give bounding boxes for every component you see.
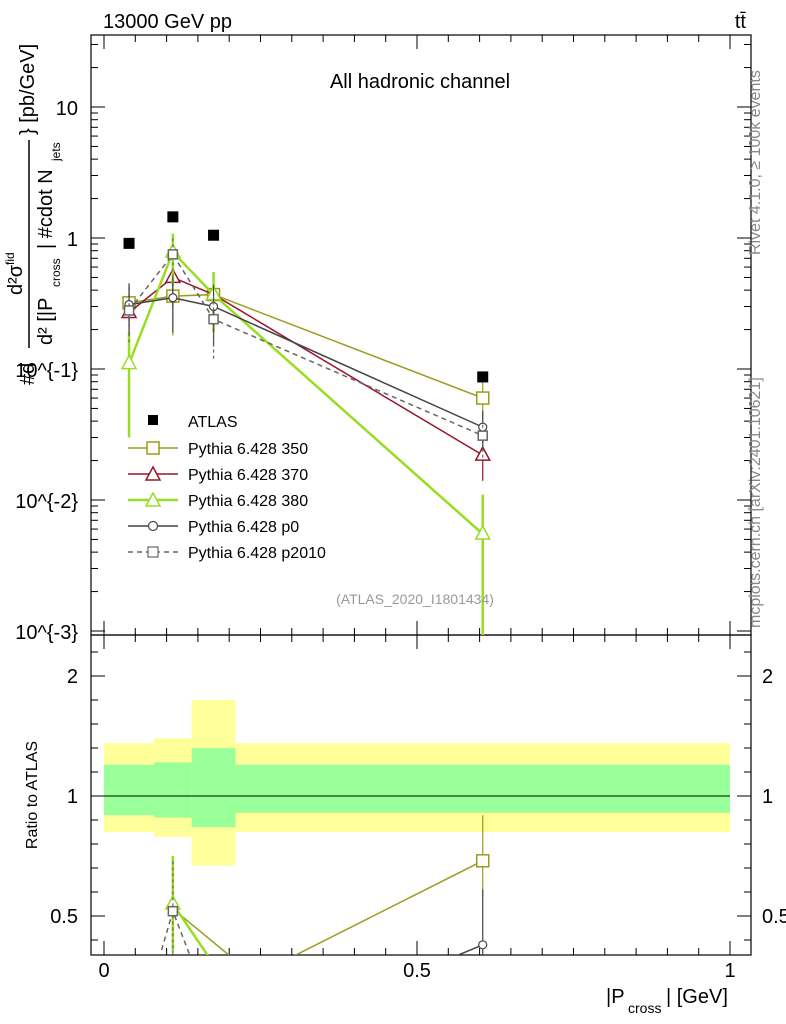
series-line-p370: [128, 276, 484, 456]
x-tick-label-0: 0: [98, 960, 109, 982]
y-tick-label-0.1: 10^{-1}: [15, 360, 78, 382]
point-p2010: [123, 305, 135, 316]
point-atlas: [477, 371, 489, 383]
legend-p2010-marker: [147, 546, 159, 558]
y-tick-label-1: 1: [67, 229, 78, 251]
ratio-line-p0: [456, 944, 484, 955]
point-p370: [474, 445, 491, 461]
ratio-y-tick-1: 1: [67, 786, 78, 808]
y-label-cross: cross: [49, 258, 63, 287]
point-p380: [474, 524, 491, 540]
legend-p0-marker: [147, 520, 159, 532]
ratio-point-p2010: [167, 905, 179, 917]
x-tick-label-0.5: 0.5: [403, 960, 431, 982]
ratio-line-p380: [171, 903, 209, 955]
legend: ATLAS Pythia 6.428 350 Pythia 6.428 370 …: [128, 414, 326, 562]
point-p2010: [167, 249, 179, 260]
legend-370: Pythia 6.428 370: [188, 467, 308, 484]
svg-text:cross: cross: [628, 1000, 661, 1016]
series-line-p380: [127, 249, 484, 535]
legend-atlas-marker: [148, 415, 158, 425]
mcplots-label: mcplots.cern.ch [arXiv:2401.10621]: [747, 377, 764, 628]
y-label-jets: jets: [49, 142, 63, 162]
point-p350: [475, 391, 490, 405]
legend-p0: Pythia 6.428 p0: [188, 519, 299, 536]
legend-350-marker: [146, 441, 160, 455]
band-inner: [191, 748, 236, 828]
series-line-p350: [128, 293, 483, 399]
rivet-label: Rivet 4.1.0, ≥ 100k events: [747, 70, 764, 255]
legend-350: Pythia 6.428 350: [188, 441, 308, 458]
series-line-p2010: [128, 253, 484, 437]
legend-370-marker: [144, 465, 162, 481]
svg-text:| [GeV]: | [GeV]: [666, 986, 728, 1008]
ratio-point-p350: [475, 854, 490, 868]
y-tick-label-0.01: 10^{-2}: [15, 491, 78, 513]
point-atlas: [167, 211, 179, 223]
legend-380: Pythia 6.428 380: [188, 493, 308, 510]
main-series-layer: [120, 211, 491, 635]
ratio-line-p350: [172, 860, 484, 955]
ratio-y-tick-1-right: 1: [762, 786, 773, 808]
ratio-y-tick-0.5: 0.5: [50, 906, 78, 928]
reference-label: (ATLAS_2020_I1801434): [336, 591, 494, 607]
y-label-fid: fid: [3, 252, 17, 265]
ratio-plot-frame: [90, 634, 752, 956]
ratio-y-tick-0.5-right: 0.5: [762, 906, 786, 928]
energy-label: 13000 GeV pp: [103, 11, 232, 33]
point-p2010: [477, 430, 488, 441]
point-p380: [120, 353, 138, 370]
band-inner: [154, 762, 192, 818]
x-tick-label-1: 1: [724, 960, 735, 982]
point-p2010: [208, 313, 219, 325]
ratio-y-label: Ratio to ATLAS: [24, 741, 41, 849]
legend-p2010: Pythia 6.428 p2010: [188, 545, 326, 562]
axis-ticks: [91, 35, 751, 955]
ratio-point-p0: [478, 940, 488, 950]
y-label-numerator: d²σ: [5, 264, 27, 295]
ratio-y-tick-2: 2: [67, 666, 78, 688]
process-label: tt̄: [735, 11, 747, 33]
y-label-denominator: d² [|P: [35, 298, 57, 345]
ratio-series-layer: [159, 815, 490, 955]
svg-text:|P: |P: [606, 986, 625, 1008]
ratio-line-p2010: [159, 908, 191, 955]
ratio-uncertainty-bands: [104, 700, 730, 866]
band-inner: [104, 764, 155, 816]
point-p0: [168, 293, 178, 303]
ratio-series-clipped: [159, 815, 490, 955]
y-tick-label-0.001: 10^{-3}: [15, 622, 78, 644]
y-tick-label-10: 10: [56, 98, 78, 120]
x-axis-label: |P cross | [GeV]: [606, 986, 728, 1016]
legend-atlas: ATLAS: [188, 414, 238, 431]
ratio-y-tick-2-right: 2: [762, 666, 773, 688]
legend-380-marker: [144, 491, 162, 507]
point-atlas: [208, 229, 220, 241]
band-inner: [235, 764, 730, 813]
y-label-prefix: #d: [17, 363, 39, 385]
y-label-unit: } [pb/GeV]: [17, 44, 39, 135]
y-axis-label: #d d²σ fid d² [|P cross | #cdot N jets }…: [3, 44, 63, 385]
chart-title: All hadronic channel: [330, 71, 510, 93]
series-line-p0: [128, 296, 484, 428]
y-label-cdot: | #cdot N: [35, 169, 57, 249]
point-atlas: [123, 237, 135, 249]
